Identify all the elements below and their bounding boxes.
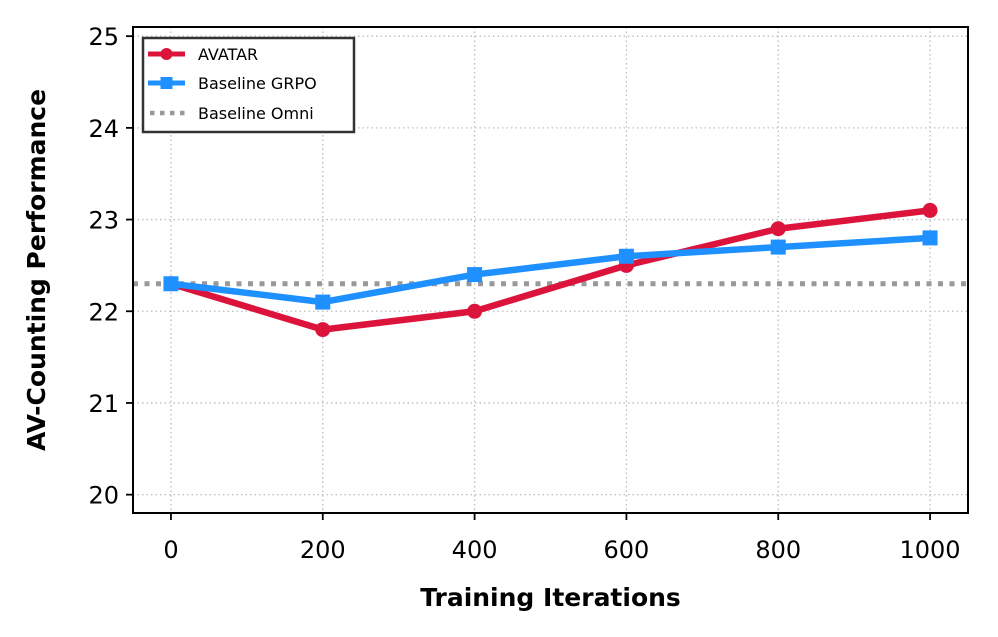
y-tick-label: 23 [88,207,119,235]
y-tick-label: 22 [88,298,119,326]
data-point-avatar [770,221,786,237]
data-point-baseline-grpo [163,276,179,292]
x-tick-label: 200 [300,536,346,564]
series [163,202,938,338]
legend-label-baseline-omni: Baseline Omni [198,104,314,123]
plot-frame [132,26,969,514]
series-line-avatar [167,207,934,333]
y-tick-label: 20 [88,482,119,510]
data-point-avatar [315,322,331,338]
legend-marker-baseline-grpo [160,77,173,89]
x-tick-label: 800 [755,536,801,564]
legend-label-avatar: AVATAR [198,45,258,64]
data-point-baseline-grpo [618,248,634,264]
data-point-baseline-grpo [770,239,786,255]
legend-label-baseline-grpo: Baseline GRPO [198,74,317,93]
x-axis-title: Training Iterations [420,583,681,612]
y-tick-label: 21 [88,390,119,418]
series-line-baseline-grpo [167,234,934,306]
x-tick-label: 1000 [900,536,961,564]
y-axis-title: AV-Counting Performance [22,89,51,451]
x-tick-label: 600 [604,536,650,564]
x-tick-label: 0 [163,536,178,564]
x-axis-ticks: 0 200 400 600 800 1000 [163,513,961,564]
y-tick-label: 24 [88,115,119,143]
legend-marker-avatar [160,48,173,60]
data-point-avatar [467,303,483,319]
y-tick-label: 25 [88,23,119,51]
data-point-avatar [922,202,938,218]
x-tick-label: 400 [452,536,498,564]
data-point-baseline-grpo [922,230,938,246]
data-point-baseline-grpo [315,294,331,310]
y-axis-ticks: 20 21 22 23 24 25 [88,23,133,510]
data-point-baseline-grpo [467,267,483,283]
legend: AVATAR Baseline GRPO Baseline Omni [141,36,356,134]
